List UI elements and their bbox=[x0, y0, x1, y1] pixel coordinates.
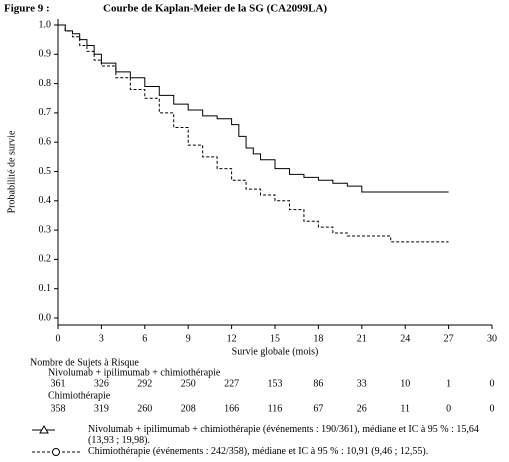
risk-count: 1 bbox=[446, 378, 451, 389]
y-tick-label: 0.9 bbox=[39, 49, 52, 60]
x-axis-label: Survie globale (mois) bbox=[232, 346, 319, 357]
risk-count: 250 bbox=[181, 378, 196, 389]
survival-curve bbox=[58, 24, 449, 243]
risk-count: 208 bbox=[181, 403, 196, 414]
x-tick-label: 15 bbox=[270, 333, 280, 344]
y-tick-label: 0.4 bbox=[39, 195, 52, 206]
x-tick-label: 21 bbox=[357, 333, 367, 344]
y-tick-label: 1.0 bbox=[39, 19, 52, 30]
y-tick-label: 0.0 bbox=[39, 312, 52, 323]
legend-entry: Chimiothérapie (événements : 242/358), m… bbox=[88, 446, 429, 457]
risk-count: 319 bbox=[94, 403, 109, 414]
x-tick-label: 27 bbox=[444, 333, 454, 344]
risk-count: 10 bbox=[400, 378, 410, 389]
legend-marker bbox=[52, 448, 60, 456]
y-tick-label: 0.6 bbox=[39, 136, 52, 147]
chart-title: Courbe de Kaplan-Meier de la SG (CA2099L… bbox=[103, 3, 327, 15]
y-axis-label: Probabilité de survie bbox=[6, 130, 17, 213]
y-tick-label: 0.5 bbox=[39, 166, 52, 177]
risk-count: 260 bbox=[137, 403, 152, 414]
y-tick-label: 0.7 bbox=[39, 107, 52, 118]
y-tick-label: 0.3 bbox=[39, 224, 52, 235]
risk-group-name: Nivolumab + ipilimumab + chimiothérapie bbox=[48, 367, 221, 378]
x-tick-label: 0 bbox=[56, 333, 61, 344]
risk-count: 326 bbox=[94, 378, 109, 389]
risk-count: 153 bbox=[268, 378, 283, 389]
risk-group-name: Chimiothérapie bbox=[48, 390, 111, 401]
risk-count: 358 bbox=[51, 403, 66, 414]
risk-count: 67 bbox=[313, 403, 323, 414]
risk-count: 227 bbox=[224, 378, 239, 389]
risk-count: 0 bbox=[446, 403, 451, 414]
x-tick-label: 18 bbox=[313, 333, 323, 344]
x-tick-label: 6 bbox=[142, 333, 147, 344]
x-tick-label: 24 bbox=[400, 333, 410, 344]
legend-entry: Nivolumab + ipilimumab + chimiothérapie … bbox=[88, 424, 479, 446]
risk-count: 26 bbox=[357, 403, 367, 414]
legend-marker bbox=[39, 424, 49, 434]
x-tick-label: 12 bbox=[227, 333, 237, 344]
risk-count: 166 bbox=[224, 403, 239, 414]
risk-count: 0 bbox=[490, 378, 495, 389]
y-tick-label: 0.8 bbox=[39, 78, 52, 89]
risk-count: 116 bbox=[268, 403, 283, 414]
risk-count: 292 bbox=[137, 378, 152, 389]
legend-label: Nivolumab + ipilimumab + chimiothérapie … bbox=[88, 424, 479, 446]
risk-table-title: Nombre de Sujets à Risque bbox=[30, 357, 139, 368]
y-tick-label: 0.2 bbox=[39, 254, 52, 265]
x-tick-label: 3 bbox=[99, 333, 104, 344]
x-tick-label: 9 bbox=[186, 333, 191, 344]
risk-count: 86 bbox=[313, 378, 323, 389]
y-tick-label: 0.1 bbox=[39, 283, 52, 294]
legend-label: Chimiothérapie (événements : 242/358), m… bbox=[88, 446, 429, 457]
risk-count: 11 bbox=[400, 403, 410, 414]
survival-curve bbox=[58, 24, 449, 193]
risk-count: 0 bbox=[490, 403, 495, 414]
risk-count: 33 bbox=[357, 378, 367, 389]
figure-label: Figure 9 : bbox=[4, 3, 50, 15]
risk-count: 361 bbox=[51, 378, 66, 389]
x-tick-label: 30 bbox=[487, 333, 497, 344]
